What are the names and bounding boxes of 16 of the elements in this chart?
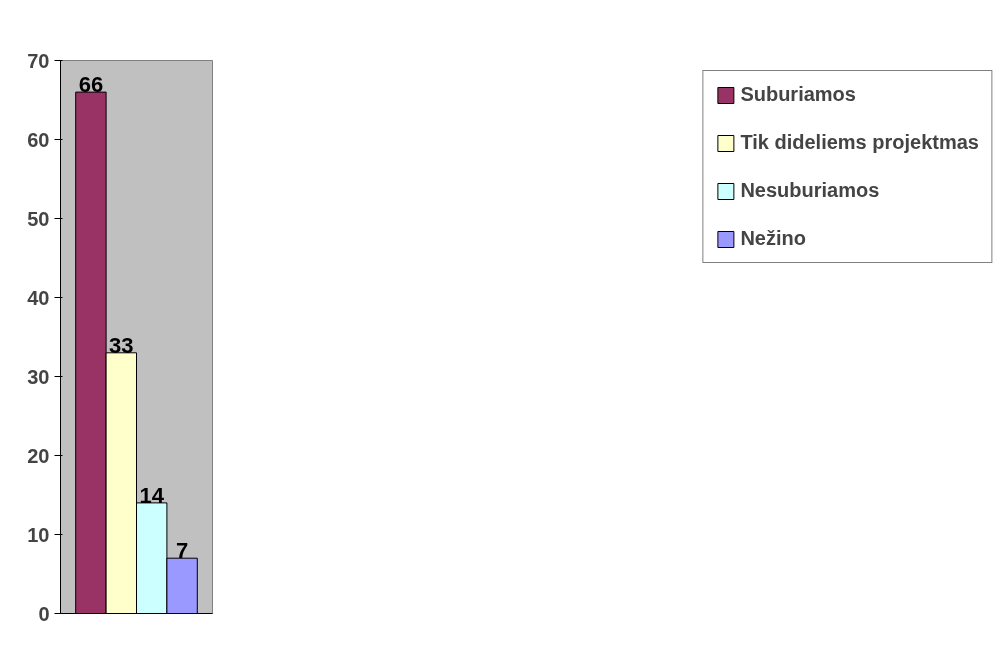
legend-label: Tik dideliems projektmas <box>740 131 979 154</box>
y-tick-label: 40 <box>27 286 50 309</box>
data-label: 7 <box>175 538 189 564</box>
legend-label: Nesuburiamos <box>740 179 880 202</box>
legend-label: Suburiamos <box>740 83 856 106</box>
legend-label: Nežino <box>740 227 806 250</box>
y-tick-label: 60 <box>27 128 50 151</box>
y-tick-label: 70 <box>27 49 50 72</box>
y-tick-label: 50 <box>27 207 50 230</box>
data-label: 14 <box>139 482 165 508</box>
data-label: 33 <box>109 332 134 358</box>
y-tick-label: 10 <box>27 523 50 546</box>
data-label: 66 <box>78 72 104 98</box>
y-tick-label: 0 <box>38 602 50 625</box>
y-tick-label: 30 <box>27 365 50 388</box>
y-tick-label: 20 <box>27 444 50 467</box>
